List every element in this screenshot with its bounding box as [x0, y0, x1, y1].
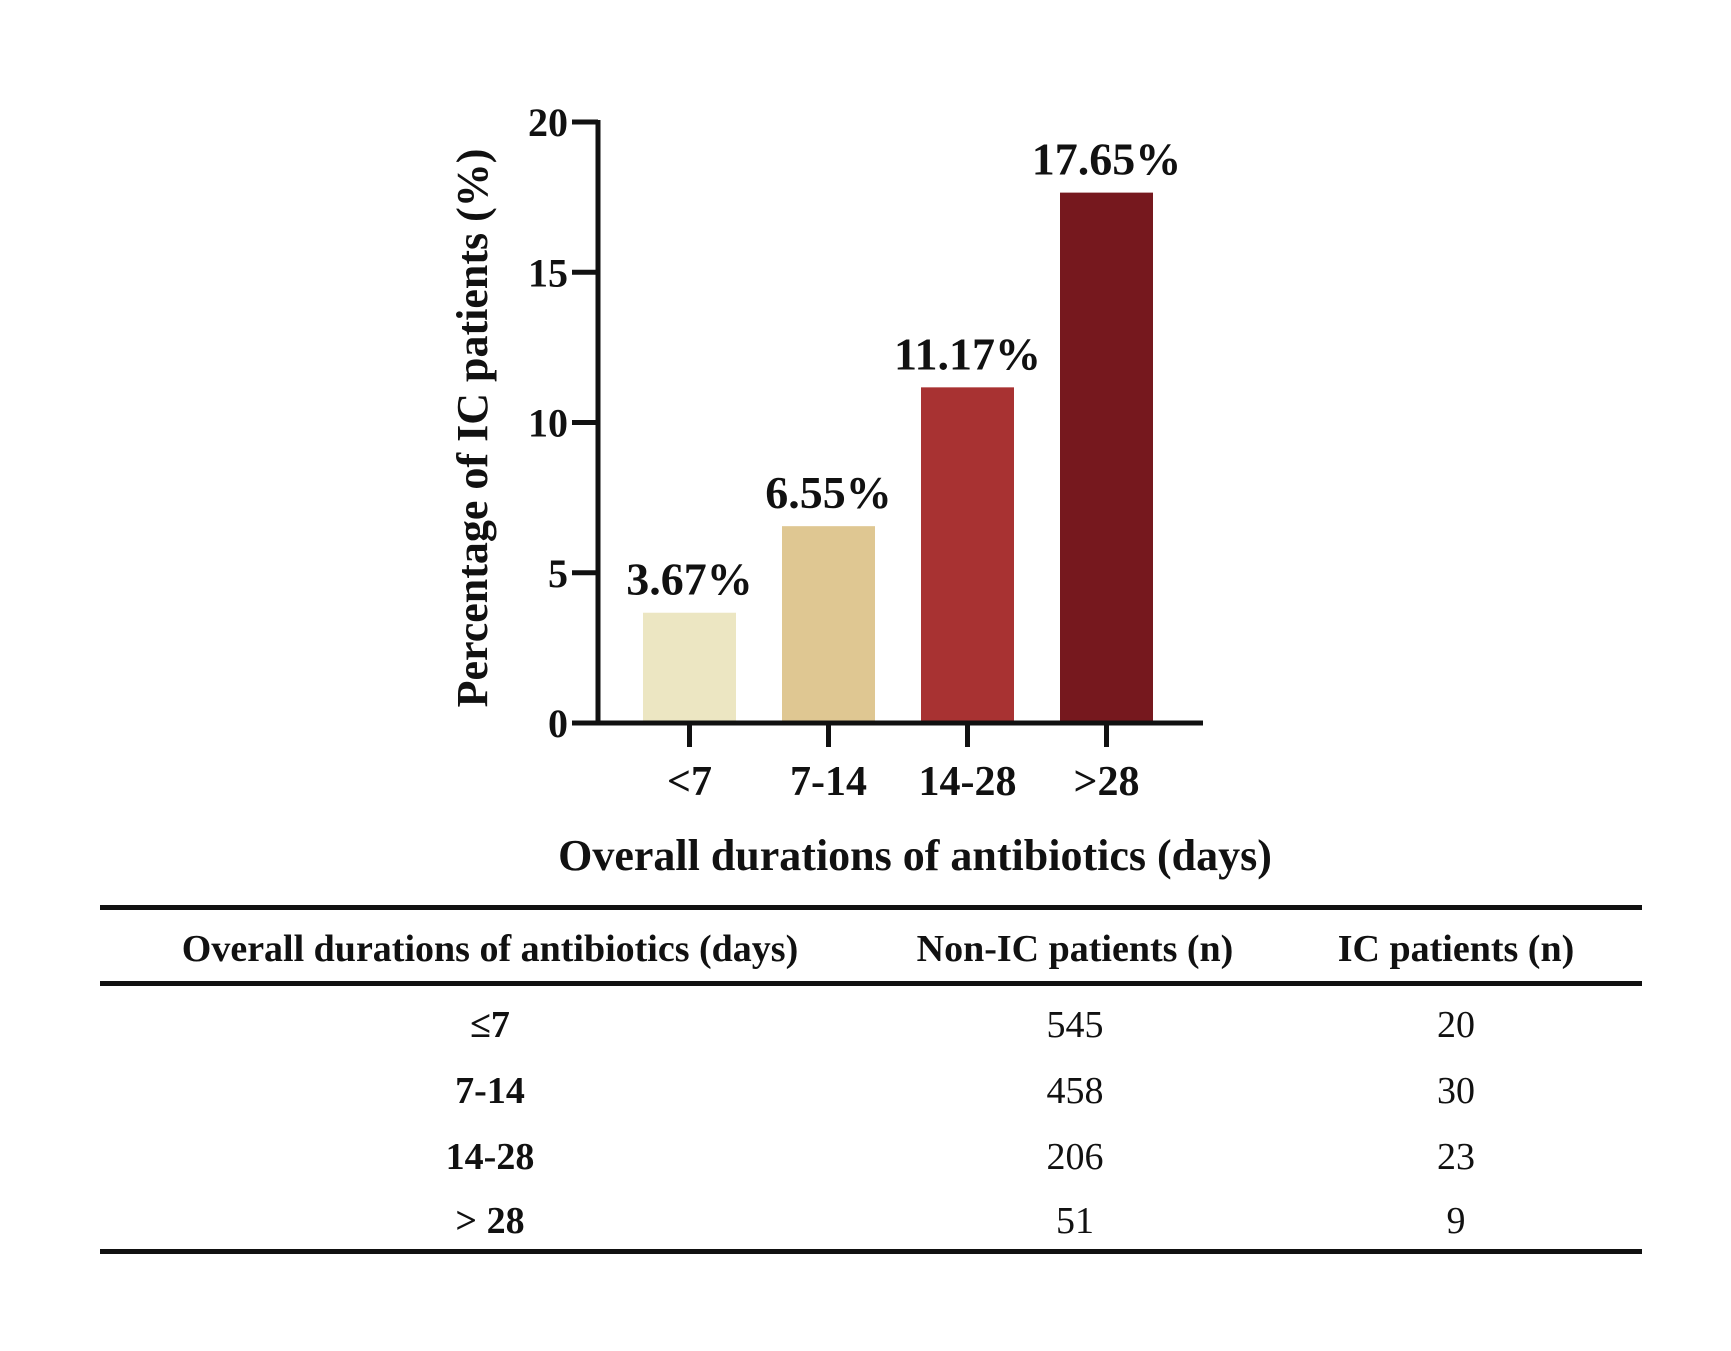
bar-3	[1060, 192, 1153, 723]
header-duration: Overall durations of antibiotics (days)	[181, 928, 799, 970]
row-ic: 23	[1437, 1136, 1475, 1178]
table-bottom-rule	[100, 1249, 1642, 1254]
x-tick-label-2: 14-28	[919, 759, 1017, 805]
table-row: ≤7 545 20	[100, 993, 1642, 1057]
header-ic: IC patients (n)	[1337, 928, 1575, 970]
table-header-rule	[100, 981, 1642, 986]
table-row: 14-28 206 23	[100, 1125, 1642, 1189]
x-axis-label: Overall durations of antibiotics (days)	[558, 831, 1272, 880]
bar-0	[643, 612, 736, 723]
row-duration: > 28	[455, 1200, 525, 1242]
bar-2	[921, 387, 1014, 723]
row-ic: 30	[1437, 1070, 1475, 1112]
bar-chart: 3.67%6.55% 11.17% 17.65% <7 7-14 14-28 >28 0 5 1…	[448, 100, 1272, 880]
y-tick-label-1: 5	[548, 551, 568, 596]
row-non-ic: 206	[1046, 1136, 1104, 1178]
x-tick-label-1: 7-14	[790, 759, 867, 805]
data-label-2: 11.17%	[894, 328, 1041, 379]
row-non-ic: 545	[1046, 1004, 1104, 1046]
header-non-ic: Non-IC patients (n)	[916, 928, 1234, 970]
row-non-ic: 51	[1056, 1200, 1094, 1242]
row-duration: 14-28	[445, 1136, 535, 1178]
x-tick-label-0: <7	[667, 759, 712, 805]
row-duration: ≤7	[470, 1004, 510, 1046]
data-label-3: 17.65%	[1032, 134, 1182, 185]
y-tick-label-2: 10	[528, 401, 568, 446]
row-duration: 7-14	[455, 1070, 525, 1112]
y-axis-label: Percentage of IC patients (%)	[448, 149, 497, 708]
bars-layer	[643, 192, 1153, 723]
row-ic: 20	[1437, 1004, 1475, 1046]
table-top-rule	[100, 905, 1642, 910]
data-label-0: 3.67%	[626, 554, 753, 605]
bar-1	[782, 526, 875, 723]
y-tick-label-4: 20	[528, 100, 568, 145]
row-ic: 9	[1446, 1200, 1466, 1242]
data-label-1: 6.55%	[765, 467, 892, 518]
table-header-row: Overall durations of antibiotics (days) …	[100, 917, 1642, 981]
table-row: > 28 51 9	[100, 1189, 1642, 1253]
y-tick-label-0: 0	[548, 701, 568, 746]
axes-layer: <7 7-14 14-28 >28 0 5 10 15 20	[528, 100, 1203, 805]
table-row: 7-14 458 30	[100, 1059, 1642, 1123]
x-tick-label-3: >28	[1074, 759, 1140, 805]
data-labels-layer: 3.67%6.55% 11.17% 17.65%	[626, 134, 1181, 605]
row-non-ic: 458	[1046, 1070, 1104, 1112]
y-tick-label-3: 15	[528, 250, 568, 295]
